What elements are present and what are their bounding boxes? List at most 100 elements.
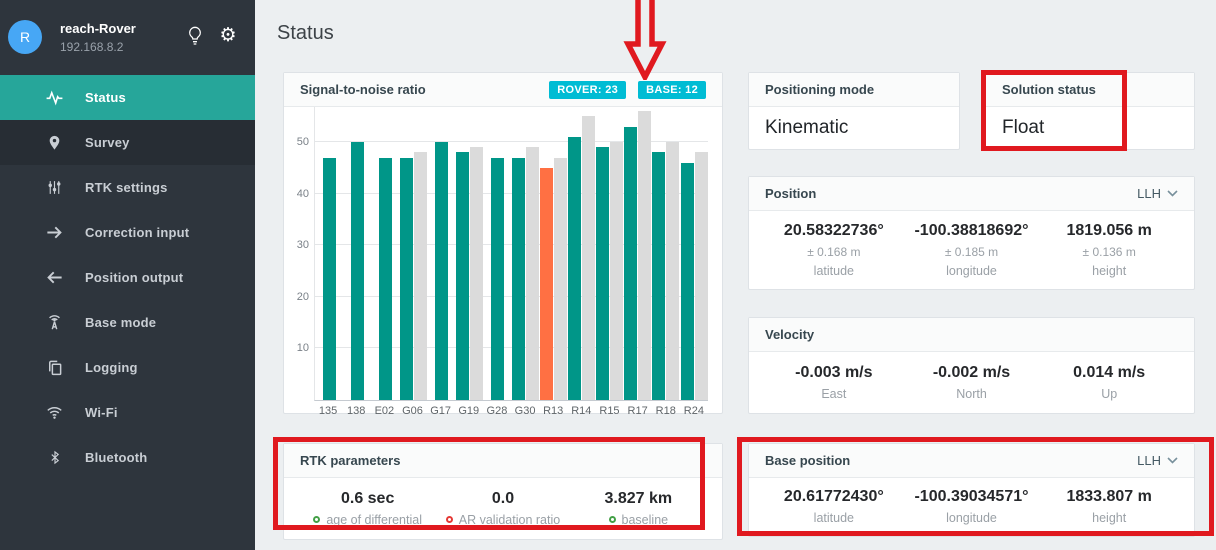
sidebar-item-survey[interactable]: Survey bbox=[0, 120, 255, 165]
position-units-dropdown[interactable]: LLH bbox=[1137, 186, 1178, 201]
sidebar-item-label: Correction input bbox=[85, 225, 190, 240]
velocity-east-label: East bbox=[821, 386, 847, 401]
snr-xlabels: 135 138 E02 G06 G17 G19 G28 G30 R13 R14 R15 R17 R18 R… bbox=[314, 405, 708, 417]
base-count-badge[interactable]: BASE: 12 bbox=[638, 80, 706, 99]
snr-bar-base bbox=[413, 152, 427, 400]
base-position-header: Base position LLH bbox=[749, 444, 1194, 478]
x-axis-label: R24 bbox=[683, 405, 704, 417]
x-axis-label: E02 bbox=[374, 405, 395, 417]
velocity-east: -0.003 m/s East bbox=[765, 364, 903, 401]
pulse-icon bbox=[45, 88, 64, 107]
lightbulb-icon[interactable] bbox=[186, 26, 204, 46]
arrow-right-icon bbox=[45, 223, 64, 242]
sidebar-item-rtk-settings[interactable]: RTK settings bbox=[0, 165, 255, 210]
height-label: height bbox=[1092, 264, 1127, 278]
gridline bbox=[315, 347, 708, 349]
sidebar-item-wifi[interactable]: Wi-Fi bbox=[0, 390, 255, 435]
sidebar-item-base-mode[interactable]: Base mode bbox=[0, 300, 255, 345]
rtk-baseline: 3.827 km baseline bbox=[571, 490, 706, 527]
snr-bar-base bbox=[610, 142, 624, 400]
gridline bbox=[315, 192, 708, 194]
base-longitude-label: longitude bbox=[946, 511, 997, 525]
snr-bar-rover bbox=[568, 136, 582, 400]
positioning-mode-header: Positioning mode bbox=[749, 73, 959, 107]
rtk-age-of-differential: 0.6 sec age of differential bbox=[300, 490, 435, 527]
sidebar-item-label: RTK settings bbox=[85, 180, 168, 195]
snr-bars bbox=[315, 107, 708, 400]
snr-bar-rover bbox=[350, 142, 364, 400]
longitude-value: -100.38818692° bbox=[914, 222, 1029, 239]
latitude-accuracy: ± 0.168 m bbox=[807, 245, 861, 259]
x-axis-label: G19 bbox=[458, 405, 480, 417]
y-axis-tick: 20 bbox=[296, 290, 309, 303]
velocity-north-value: -0.002 m/s bbox=[932, 363, 1011, 381]
wifi-icon bbox=[45, 403, 64, 422]
snr-bar-group bbox=[483, 157, 511, 400]
base-latitude-label: latitude bbox=[813, 511, 854, 525]
green-status-icon bbox=[313, 516, 321, 523]
ar-validation-ratio-label: AR validation ratio bbox=[458, 512, 561, 527]
position-units-value: LLH bbox=[1137, 186, 1161, 201]
green-status-icon bbox=[608, 516, 616, 523]
snr-plot: 10 20 30 40 50 bbox=[297, 107, 708, 401]
y-axis-tick: 50 bbox=[296, 136, 309, 149]
sidebar-item-label: Position output bbox=[85, 270, 184, 285]
base-position-title: Base position bbox=[765, 453, 851, 468]
ar-validation-ratio-value: 0.0 bbox=[491, 489, 515, 507]
annotation-arrow-down bbox=[623, 0, 667, 80]
rover-count-badge[interactable]: ROVER: 23 bbox=[549, 80, 627, 99]
x-axis-label: 138 bbox=[347, 405, 366, 417]
position-longitude: -100.38818692° ± 0.185 m longitude bbox=[903, 222, 1041, 278]
snr-bar-group bbox=[455, 147, 483, 400]
rtk-parameters-title: RTK parameters bbox=[300, 453, 401, 468]
x-axis-label: R14 bbox=[571, 405, 592, 417]
baseline-value: 3.827 km bbox=[604, 489, 673, 507]
solution-status-value: Float bbox=[1002, 117, 1045, 138]
base-position-units-value: LLH bbox=[1137, 453, 1161, 468]
x-axis-label: R18 bbox=[655, 405, 676, 417]
sidebar-item-position-output[interactable]: Position output bbox=[0, 255, 255, 300]
solution-status-title: Solution status bbox=[1002, 82, 1096, 97]
sidebar-item-status[interactable]: Status bbox=[0, 75, 255, 120]
position-header: Position LLH bbox=[749, 177, 1194, 211]
base-latitude: 20.61772430° latitude bbox=[765, 488, 903, 525]
x-axis-label: G28 bbox=[486, 405, 508, 417]
velocity-panel: Velocity -0.003 m/s East -0.002 m/s Nort… bbox=[748, 317, 1195, 414]
velocity-up-value: 0.014 m/s bbox=[1073, 363, 1146, 381]
longitude-label: longitude bbox=[946, 264, 997, 278]
snr-bar-group bbox=[371, 157, 399, 400]
snr-bar-group bbox=[427, 142, 455, 400]
red-status-icon bbox=[445, 516, 453, 523]
gear-icon[interactable]: ⚙ bbox=[219, 25, 237, 46]
x-axis-label: R17 bbox=[627, 405, 648, 417]
x-axis-label: R13 bbox=[543, 405, 564, 417]
device-ip: 192.168.8.2 bbox=[60, 40, 124, 54]
rtk-ar-validation-ratio: 0.0 AR validation ratio bbox=[435, 490, 570, 527]
sidebar-item-label: Base mode bbox=[85, 315, 157, 330]
base-position-panel: Base position LLH 20.61772430° latitude … bbox=[748, 443, 1195, 537]
y-axis-tick: 30 bbox=[296, 239, 309, 252]
snr-bar-base bbox=[666, 142, 680, 400]
gridline bbox=[315, 295, 708, 297]
base-height-label: height bbox=[1092, 511, 1127, 525]
snr-bar-group bbox=[624, 111, 652, 400]
arrow-left-icon bbox=[45, 268, 64, 287]
rtk-parameters-panel: RTK parameters 0.6 sec age of differenti… bbox=[283, 443, 723, 540]
snr-bar-base bbox=[638, 111, 652, 400]
base-height-value: 1833.807 m bbox=[1066, 488, 1152, 505]
sidebar-item-correction-input[interactable]: Correction input bbox=[0, 210, 255, 255]
sidebar-item-logging[interactable]: Logging bbox=[0, 345, 255, 390]
snr-panel-header: Signal-to-noise ratio ROVER: 23 BASE: 12 bbox=[284, 73, 722, 107]
latitude-label: latitude bbox=[813, 264, 854, 278]
avatar: R bbox=[8, 20, 42, 54]
positioning-mode-value: Kinematic bbox=[765, 117, 849, 138]
copy-icon bbox=[45, 358, 64, 377]
snr-bar-base bbox=[526, 147, 540, 400]
sidebar-item-bluetooth[interactable]: Bluetooth bbox=[0, 435, 255, 480]
snr-bar-group bbox=[315, 157, 343, 400]
age-of-differential-value: 0.6 sec bbox=[340, 489, 395, 507]
snr-bar-group bbox=[680, 152, 708, 400]
velocity-title: Velocity bbox=[765, 327, 815, 342]
chevron-down-icon bbox=[1167, 190, 1178, 197]
base-position-units-dropdown[interactable]: LLH bbox=[1137, 453, 1178, 468]
